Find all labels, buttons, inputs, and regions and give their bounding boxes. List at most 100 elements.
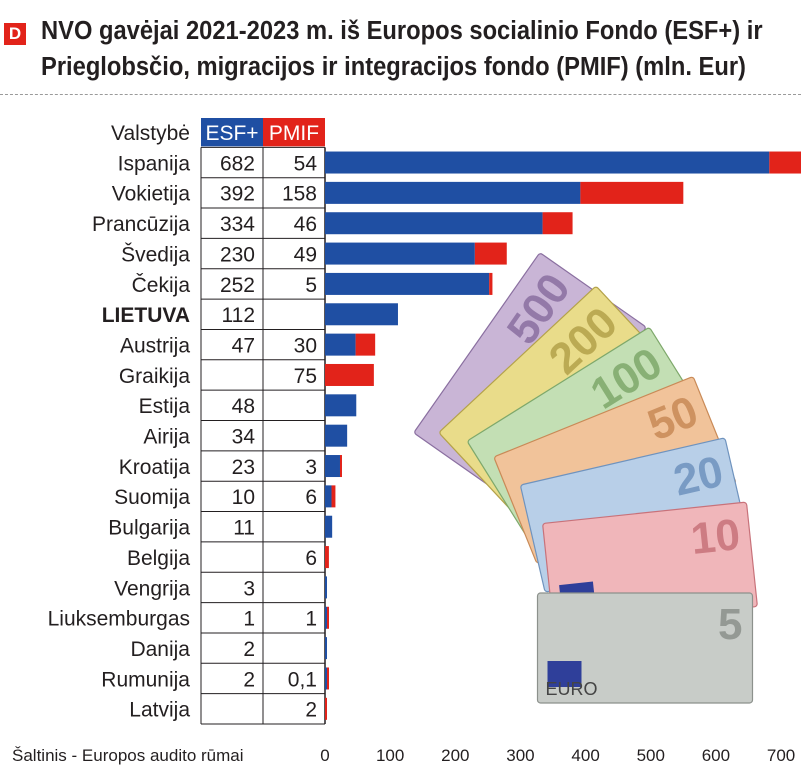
legend-pmif: PMIF (269, 122, 319, 145)
category-label: Suomija (114, 486, 190, 509)
pmif-bar (474, 242, 507, 265)
pmif-bar (327, 667, 329, 690)
legend-esf: ESF+ (205, 122, 258, 145)
pmif-bar (327, 606, 329, 629)
pmif-value-label: 158 (282, 183, 317, 206)
esf-value-label: 23 (232, 456, 255, 479)
x-axis: 0 100 200 300 400 500 600 700 (320, 746, 795, 765)
pmif-value-label: 54 (294, 152, 318, 175)
category-label: Estija (139, 395, 191, 418)
esf-value-label: 2 (243, 638, 255, 661)
pmif-value-label: 5 (305, 274, 317, 297)
esf-bar (325, 303, 398, 326)
chart-title-line-2: Prieglobsčio, migracijos ir integracijos… (41, 53, 746, 81)
esf-value-label: 34 (232, 426, 256, 449)
pmif-bar (769, 151, 801, 174)
pmif-value-label: 49 (294, 243, 317, 266)
section-badge: D (4, 23, 26, 45)
pmif-bar (331, 485, 336, 508)
x-tick-label: 400 (571, 746, 599, 765)
esf-bar (325, 576, 327, 599)
category-label: Vokietija (112, 183, 191, 206)
bars (325, 151, 801, 720)
category-label: Belgija (127, 547, 190, 570)
esf-bar (325, 242, 475, 265)
pmif-value-label: 75 (294, 365, 317, 388)
pmif-bar (580, 181, 684, 204)
x-tick-label: 300 (506, 746, 534, 765)
chart-title-line-1: NVO gavėjai 2021-2023 m. iš Europos soci… (41, 17, 763, 45)
pmif-bar (542, 212, 573, 235)
category-label: Švedija (121, 243, 190, 266)
pmif-value-label: 6 (305, 486, 317, 509)
esf-bar (325, 667, 327, 690)
pmif-header-cell (263, 118, 325, 147)
category-label: Čekija (132, 274, 191, 297)
esf-value-label: 252 (220, 274, 255, 297)
category-label: Danija (130, 638, 190, 661)
x-tick-label: 500 (637, 746, 665, 765)
esf-value-label: 10 (232, 486, 255, 509)
banknote-currency: EURO (546, 679, 598, 699)
title-divider (0, 94, 801, 95)
esf-bar (325, 485, 332, 508)
esf-bar (325, 455, 340, 478)
pmif-bar (355, 333, 376, 356)
pmif-value-label: 0,1 (288, 668, 317, 691)
category-label: Liuksemburgas (48, 608, 190, 631)
esf-value-label: 11 (233, 517, 255, 540)
esf-bar (325, 515, 333, 538)
category-label: Austrija (120, 334, 190, 357)
pmif-value-label: 1 (305, 608, 317, 631)
category-label: Vengrija (114, 577, 190, 600)
category-label: LIETUVA (102, 304, 190, 327)
category-header: Valstybė (111, 122, 190, 145)
esf-bar (325, 212, 543, 235)
banknote-body (536, 592, 754, 704)
category-label: Rumunija (101, 668, 190, 691)
esf-bar (325, 181, 581, 204)
esf-value-label: 392 (220, 183, 255, 206)
x-tick-label: 600 (702, 746, 730, 765)
badge-letter: D (8, 24, 22, 43)
esf-bar (325, 606, 327, 629)
category-label: Airija (143, 426, 190, 449)
category-label: Prancūzija (92, 213, 190, 236)
pmif-bar (325, 363, 374, 386)
esf-value-label: 1 (243, 608, 255, 631)
source-note: Šaltinis - Europos audito rūmai (12, 746, 244, 765)
esf-value-label: 334 (220, 213, 255, 236)
x-tick-label: 700 (767, 746, 795, 765)
category-label: Bulgarija (108, 517, 190, 540)
x-tick-label: 200 (441, 746, 469, 765)
eu-flag (547, 661, 582, 687)
esf-bar (325, 637, 327, 660)
category-label: Latvija (129, 699, 190, 722)
pmif-value-label: 2 (305, 699, 317, 722)
pmif-value-label: 6 (305, 547, 317, 570)
pmif-value-label: 3 (305, 456, 317, 479)
category-label: Graikija (119, 365, 191, 388)
category-label: Ispanija (118, 152, 191, 175)
banknote-value: 10 (689, 510, 743, 564)
pmif-bar (339, 455, 342, 478)
banknote-value: 20 (669, 447, 728, 506)
pmif-bar (489, 272, 493, 295)
pmif-value-label: 46 (294, 213, 317, 236)
category-label: Kroatija (119, 456, 191, 479)
esf-bar (325, 394, 357, 417)
esf-value-label: 3 (243, 577, 255, 600)
esf-header-cell (201, 118, 263, 147)
esf-bar (325, 272, 490, 295)
esf-value-label: 230 (220, 243, 255, 266)
data-table: Valstybė ESF+ PMIF Ispanija 682 54 Vokietija 39… (48, 118, 326, 725)
esf-bar (325, 424, 348, 447)
esf-bar (325, 151, 770, 174)
esf-bar (325, 333, 356, 356)
esf-value-label: 2 (243, 668, 255, 691)
esf-value-label: 47 (232, 334, 255, 357)
pmif-bar (325, 697, 327, 720)
pmif-value-label: 30 (294, 334, 317, 357)
